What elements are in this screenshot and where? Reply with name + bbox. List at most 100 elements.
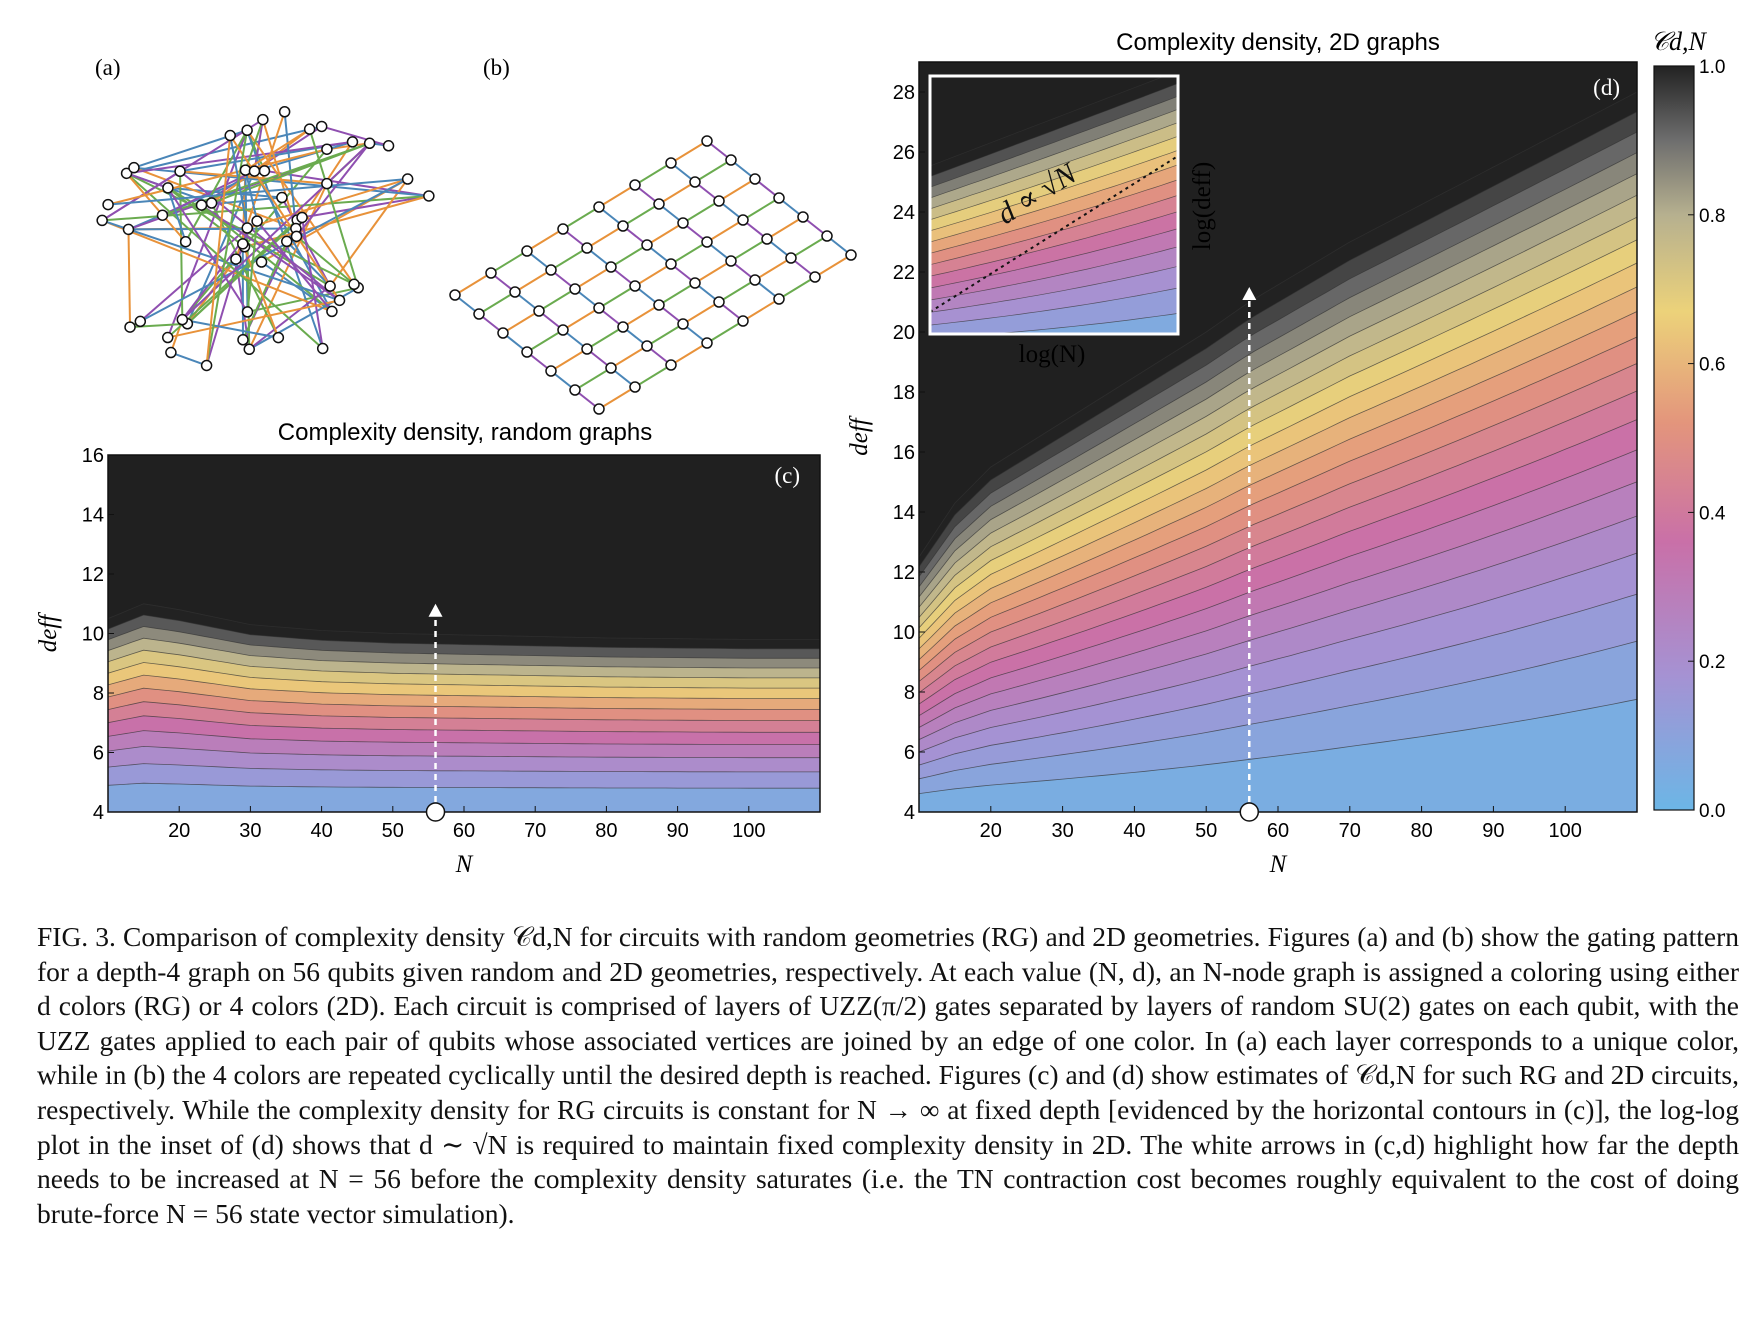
graph-edge bbox=[184, 129, 249, 243]
lattice-edge bbox=[634, 364, 672, 388]
panel-a-label: (a) bbox=[95, 55, 121, 80]
lattice-node bbox=[749, 274, 761, 286]
graph-node bbox=[382, 140, 395, 152]
graph-node bbox=[290, 230, 303, 243]
lattice-node bbox=[689, 176, 701, 188]
lattice-node bbox=[629, 280, 641, 292]
graph-edge bbox=[244, 195, 430, 248]
graph-node bbox=[280, 235, 293, 248]
chart-c-xlabel: N bbox=[455, 851, 474, 878]
chart-d-xlabel: N bbox=[1269, 851, 1288, 878]
lattice-edge bbox=[670, 241, 708, 265]
lattice-node bbox=[725, 255, 737, 267]
graph-node bbox=[346, 136, 359, 148]
graph-node bbox=[162, 182, 174, 194]
graph-node bbox=[251, 215, 263, 227]
lattice-node bbox=[701, 135, 713, 147]
graph-node bbox=[195, 199, 208, 211]
graph-edge bbox=[170, 351, 207, 367]
lattice-node bbox=[617, 321, 629, 333]
lattice-edge bbox=[454, 272, 492, 296]
chart-d-y-tick-label: 8 bbox=[904, 682, 915, 704]
lattice-node bbox=[593, 302, 605, 314]
lattice-edge bbox=[670, 342, 708, 366]
lattice-node bbox=[665, 359, 677, 371]
colorbar bbox=[1653, 65, 1695, 811]
lattice-edge bbox=[610, 345, 648, 369]
lattice-edge bbox=[646, 323, 684, 347]
lattice-node bbox=[569, 283, 581, 295]
graph-node bbox=[200, 359, 213, 372]
lattice-edge bbox=[682, 301, 720, 325]
chart-c-x-tick-label: 70 bbox=[524, 820, 546, 842]
lattice-edge bbox=[646, 222, 684, 246]
lattice-node bbox=[581, 242, 593, 254]
graph-edge bbox=[321, 125, 389, 147]
graph-edge bbox=[182, 318, 279, 339]
graph-edge bbox=[254, 140, 353, 173]
chart-d-x-tick-label: 70 bbox=[1339, 820, 1361, 842]
graph-edge bbox=[211, 142, 370, 204]
chart-c-contours bbox=[108, 455, 820, 812]
graph-node bbox=[255, 256, 268, 268]
graph-node bbox=[276, 191, 288, 204]
chart-c-y-tick-label: 14 bbox=[82, 505, 104, 527]
chart-c-x-tick-label: 100 bbox=[732, 820, 765, 842]
lattice-node bbox=[785, 252, 797, 264]
lattice-edge bbox=[586, 326, 624, 350]
lattice-edge bbox=[526, 329, 564, 353]
chart-c-ylabel: deff bbox=[35, 612, 62, 653]
graph-node bbox=[321, 177, 333, 190]
graph-node bbox=[278, 105, 291, 118]
lattice-node bbox=[845, 249, 857, 261]
chart-d-title: Complexity density, 2D graphs bbox=[1116, 29, 1440, 56]
graph-edge bbox=[179, 170, 327, 185]
graph-node bbox=[401, 173, 414, 185]
lattice-node bbox=[557, 223, 569, 235]
lattice-edge bbox=[694, 260, 732, 284]
chart-d-y-tick-label: 18 bbox=[893, 382, 915, 404]
lattice-node bbox=[797, 211, 809, 223]
lattice-edge bbox=[706, 320, 744, 344]
lattice-edge bbox=[658, 181, 696, 205]
colorbar-tick-label: 0.8 bbox=[1699, 206, 1725, 227]
graph-edge bbox=[244, 169, 259, 222]
lattice-edge bbox=[622, 203, 660, 227]
chart-c-y-tick-label: 8 bbox=[93, 683, 104, 705]
graph-edge bbox=[256, 220, 333, 313]
lattice-node bbox=[773, 293, 785, 305]
graph-edge bbox=[133, 166, 297, 230]
graph-edge bbox=[179, 171, 184, 320]
lattice-edge bbox=[742, 197, 780, 221]
lattice-node bbox=[665, 258, 677, 270]
graph-node bbox=[348, 278, 360, 291]
lattice-edge bbox=[550, 348, 588, 372]
graph-edge bbox=[244, 128, 311, 171]
graph-node bbox=[134, 315, 147, 328]
graph-edge bbox=[181, 148, 328, 321]
chart-d-x-tick-label: 80 bbox=[1410, 820, 1432, 842]
chart-d-y-tick-label: 28 bbox=[893, 82, 915, 104]
lattice-edge bbox=[706, 219, 744, 243]
graph-node bbox=[128, 161, 140, 174]
graph-node bbox=[321, 143, 333, 155]
colorbar-tick-label: 1.0 bbox=[1699, 57, 1725, 78]
graph-node bbox=[156, 209, 169, 221]
graph-node bbox=[224, 129, 236, 142]
lattice-edge bbox=[502, 310, 540, 334]
chart-d-x-tick-label: 90 bbox=[1482, 820, 1504, 842]
chart-d-y-tick-label: 14 bbox=[893, 502, 915, 524]
random-graph bbox=[96, 105, 435, 372]
graph-node bbox=[174, 165, 186, 178]
graph-edge bbox=[308, 128, 360, 289]
chart-d-contours bbox=[919, 62, 1637, 812]
lattice-node bbox=[821, 230, 833, 242]
graph-edge bbox=[167, 187, 249, 313]
lattice-edge bbox=[790, 235, 828, 259]
chart-d-x-tick-label: 40 bbox=[1123, 820, 1145, 842]
chart-c-y-tick-label: 10 bbox=[82, 624, 104, 646]
inset-contours bbox=[930, 76, 1178, 334]
graph-edge bbox=[126, 125, 322, 175]
graph-node bbox=[205, 197, 218, 209]
